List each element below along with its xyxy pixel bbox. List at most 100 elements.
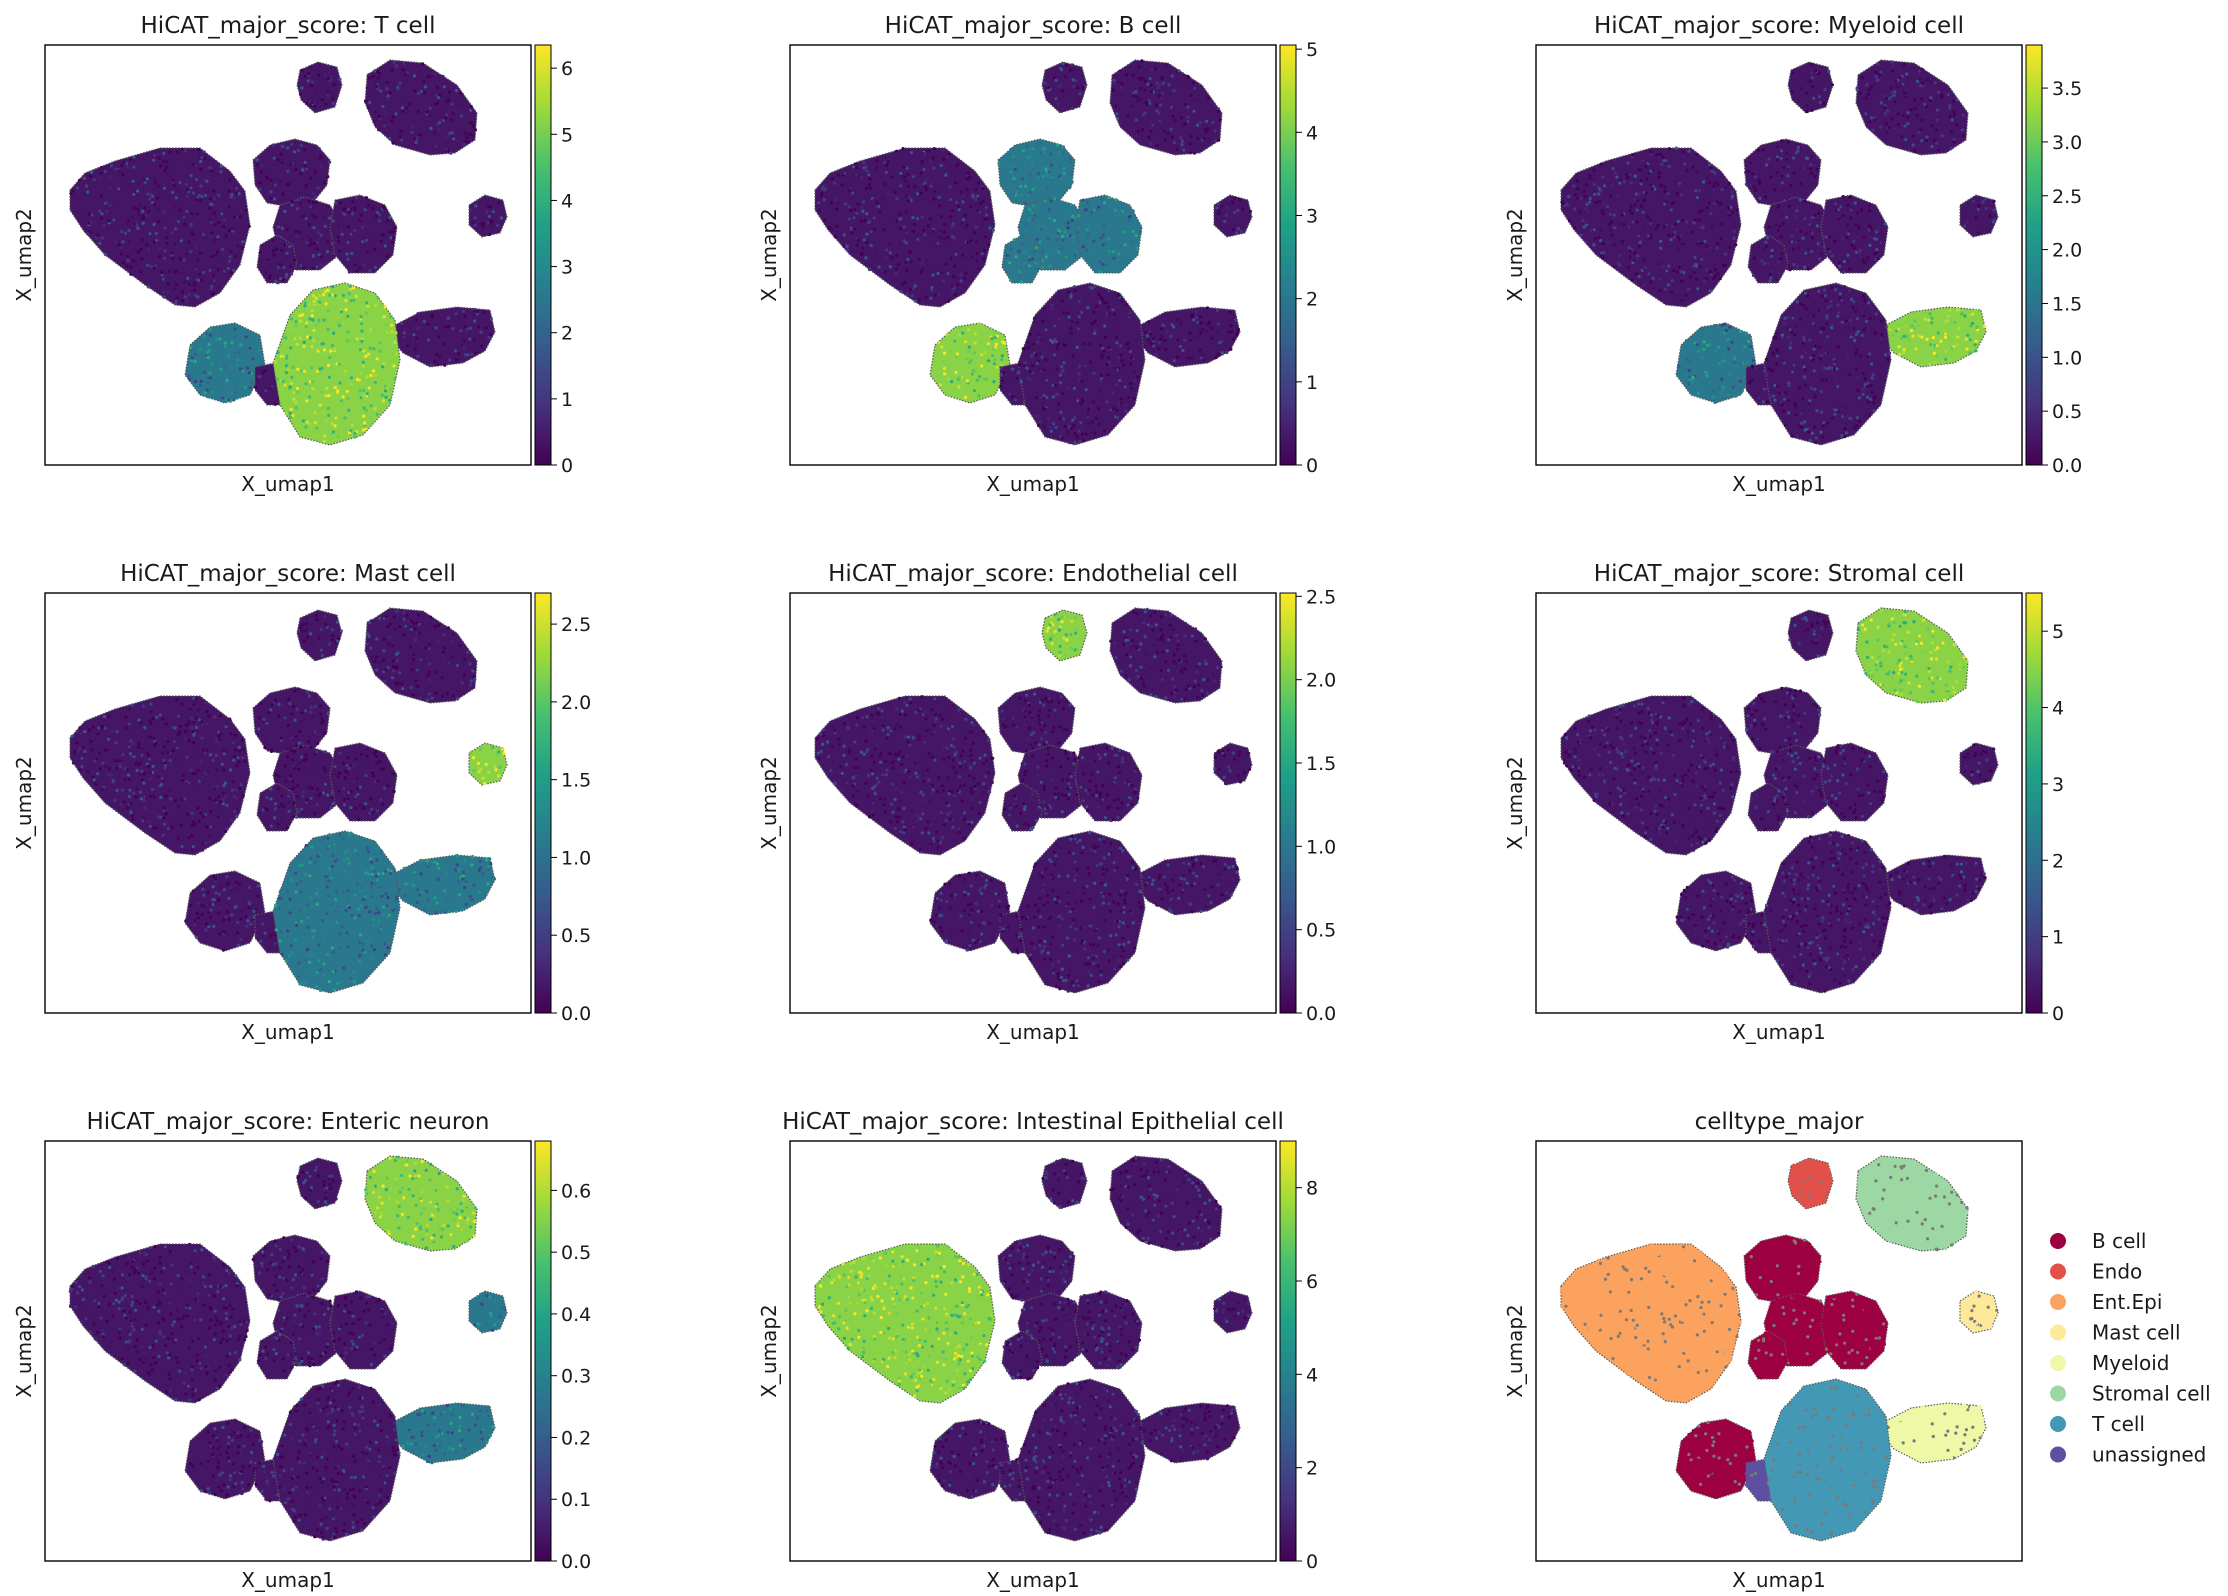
umap-panel-6: HiCAT_major_score: Stromal cell X_umap1 X_…	[1503, 561, 2064, 1044]
scatter-area	[814, 607, 1253, 994]
cluster-myeloid	[392, 306, 496, 368]
cluster-endo	[1787, 609, 1834, 662]
cluster-endo-points	[1041, 1159, 1087, 1209]
colorbar: 0 1 2 3 4 5	[1279, 39, 1318, 477]
cluster-tcell-points	[1017, 285, 1140, 445]
umap-panel-1: HiCAT_major_score: T cell X_umap1 X_umap2 0…	[12, 13, 573, 496]
cluster-lower_left	[1675, 1418, 1757, 1500]
cluster-lower_left-points	[187, 325, 261, 403]
colorbar-tick-label: 2	[2052, 850, 2064, 872]
cluster-mast-points	[473, 1292, 507, 1332]
cluster-lower_left	[1675, 870, 1757, 952]
cluster-endo	[1041, 1157, 1088, 1210]
colorbar-tick-label: 3	[1306, 205, 1318, 227]
cluster-epi-points	[815, 695, 995, 854]
cluster-myeloid-points	[1888, 854, 1987, 915]
cluster-bcell_upper-points	[1744, 686, 1822, 755]
cluster-tcell-points	[276, 1380, 401, 1541]
cluster-bcell_blob_b	[1074, 194, 1143, 274]
panel-title: celltype_major	[1695, 1109, 1864, 1135]
colorbar-tick-label: 1.0	[2052, 347, 2082, 369]
cluster-myeloid-points	[1141, 1403, 1236, 1463]
colorbar-tick-label: 2	[1306, 1458, 1318, 1480]
x-axis-label: X_umap1	[1732, 1020, 1826, 1044]
cluster-bcell_blob_a-points	[275, 745, 343, 819]
x-axis-label: X_umap1	[986, 1020, 1080, 1044]
colorbar-tick-label: 0	[1306, 455, 1318, 477]
cluster-stromal	[1855, 1155, 1969, 1252]
legend-label: Ent.Epi	[2092, 1290, 2162, 1314]
colorbar-tick-label: 3.5	[2052, 78, 2082, 100]
cluster-endo-points	[298, 613, 343, 658]
cluster-bcell_blob_b	[1074, 742, 1143, 822]
cluster-epi-points	[1560, 146, 1739, 302]
y-axis-label: X_umap2	[12, 208, 36, 302]
cluster-tcell	[1763, 1378, 1892, 1542]
cluster-stromal-points	[1855, 60, 1966, 153]
cluster-lower_left-points	[931, 1420, 1010, 1499]
x-axis-label: X_umap1	[241, 1020, 335, 1044]
cluster-myeloid	[1137, 1402, 1241, 1464]
cluster-bcell_blob_c	[1001, 1330, 1043, 1380]
cluster-lower_left-points	[1677, 322, 1755, 404]
panel-title: HiCAT_major_score: Intestinal Epithelial…	[782, 1109, 1284, 1135]
cluster-epi-points	[1562, 696, 1738, 852]
colorbar-gradient	[534, 592, 552, 1014]
cluster-endo-points	[298, 65, 342, 108]
colorbar-tick-label: 0.5	[2052, 401, 2082, 423]
cluster-stromal-points	[364, 1155, 477, 1250]
cluster-bcell_upper	[997, 138, 1076, 208]
cluster-bcell_upper	[997, 686, 1076, 756]
colorbar-tick-label: 0	[2052, 1003, 2064, 1025]
legend-marker	[2050, 1446, 2066, 1463]
colorbar-tick-label: 0.1	[561, 1489, 591, 1511]
cluster-bcell_upper	[252, 138, 331, 208]
umap-panel-2: HiCAT_major_score: B cell X_umap1 X_umap2 0…	[757, 13, 1318, 496]
cluster-bcell_blob_b-points	[331, 745, 396, 821]
plot-frame	[1535, 44, 2023, 466]
cluster-mast-points	[1961, 743, 1996, 785]
cluster-tcell-points	[273, 284, 399, 443]
panel-title: HiCAT_major_score: Stromal cell	[1594, 561, 1964, 587]
cluster-bcell_blob_c-points	[1002, 792, 1042, 831]
legend-marker	[2050, 1233, 2066, 1249]
colorbar-tick-label: 2.5	[561, 614, 591, 636]
cluster-endo-points	[1043, 61, 1086, 110]
legend-label: Mast cell	[2092, 1321, 2181, 1345]
legend-marker	[2050, 1324, 2066, 1341]
plot-frame	[1535, 592, 2023, 1014]
cluster-epi	[69, 695, 251, 856]
colorbar-gradient	[2025, 592, 2043, 1014]
legend-label: Stromal cell	[2092, 1382, 2211, 1406]
cluster-bcell_blob_b	[1820, 1290, 1889, 1370]
legend-label: B cell	[2092, 1229, 2147, 1253]
cluster-tcell	[1763, 830, 1892, 994]
cluster-bcell_upper-points	[1001, 1237, 1074, 1302]
colorbar-tick-label: 0.0	[1306, 1003, 1336, 1025]
legend-marker	[2050, 1263, 2066, 1280]
colorbar-tick-label: 0	[561, 455, 573, 477]
cluster-epi-points	[69, 147, 251, 305]
cluster-stromal-points	[1857, 1156, 1969, 1252]
cluster-tcell	[272, 1378, 401, 1542]
cluster-endo	[1041, 609, 1088, 662]
colorbar-tick-label: 5	[561, 124, 573, 146]
cluster-mast-points	[1962, 197, 1996, 235]
cluster-stromal	[1855, 59, 1969, 156]
colorbar-tick-label: 1.5	[1306, 753, 1336, 775]
colorbar-tick-label: 1.5	[561, 770, 591, 792]
colorbar-gradient	[534, 44, 552, 466]
colorbar-tick-label: 0.0	[561, 1003, 591, 1025]
cluster-bcell_blob_c-points	[1002, 1334, 1040, 1381]
cluster-bcell_blob_a-points	[1020, 197, 1088, 271]
colorbar-tick-label: 1.0	[561, 847, 591, 869]
cluster-stromal-points	[363, 61, 477, 155]
colorbar-tick-label: 0.0	[561, 1551, 591, 1573]
cluster-stromal-points	[1109, 607, 1223, 701]
x-axis-label: X_umap1	[241, 472, 335, 496]
cluster-endo	[296, 1157, 343, 1210]
plot-frame	[44, 1140, 532, 1562]
cluster-epi-points	[70, 696, 247, 852]
umap-panel-7: HiCAT_major_score: Enteric neuron X_umap1…	[12, 1109, 591, 1592]
cluster-tcell-points	[1764, 831, 1892, 993]
